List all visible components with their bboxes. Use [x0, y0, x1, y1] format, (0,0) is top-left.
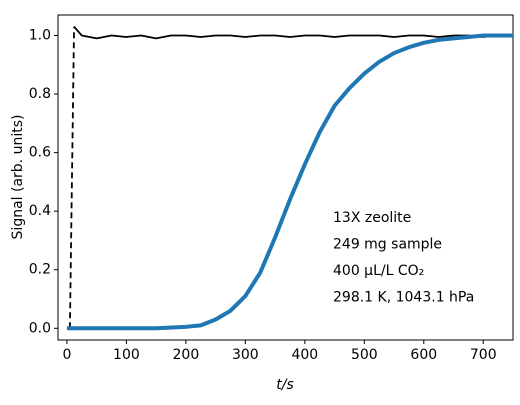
x-tick-label: 200 — [173, 347, 200, 363]
annotation: 249 mg sample — [333, 237, 442, 253]
annotation: 400 μL/L CO₂ — [333, 263, 424, 279]
x-tick-label: 400 — [291, 347, 318, 363]
x-tick-label: 500 — [351, 347, 378, 363]
x-tick-label: 700 — [470, 347, 497, 363]
y-axis-label: Signal (arb. units) — [10, 115, 26, 240]
x-tick-label: 600 — [410, 347, 437, 363]
y-tick-label: 0.2 — [29, 262, 51, 278]
annotation: 13X zeolite — [333, 210, 411, 226]
y-tick-label: 0.4 — [29, 203, 51, 219]
series-line — [69, 26, 75, 329]
y-tick-label: 0.0 — [29, 320, 51, 336]
annotation: 298.1 K, 1043.1 hPa — [333, 290, 474, 306]
plot-frame — [57, 14, 514, 341]
x-axis-label: t/s — [276, 377, 294, 393]
x-tick-label: 0 — [62, 347, 71, 363]
y-tick-label: 0.8 — [29, 86, 51, 102]
x-tick-label: 100 — [113, 347, 140, 363]
y-tick-label: 1.0 — [29, 27, 51, 43]
series-line — [73, 26, 513, 40]
x-tick-label: 300 — [232, 347, 259, 363]
y-tick-label: 0.6 — [29, 145, 51, 161]
series-line — [66, 33, 513, 331]
